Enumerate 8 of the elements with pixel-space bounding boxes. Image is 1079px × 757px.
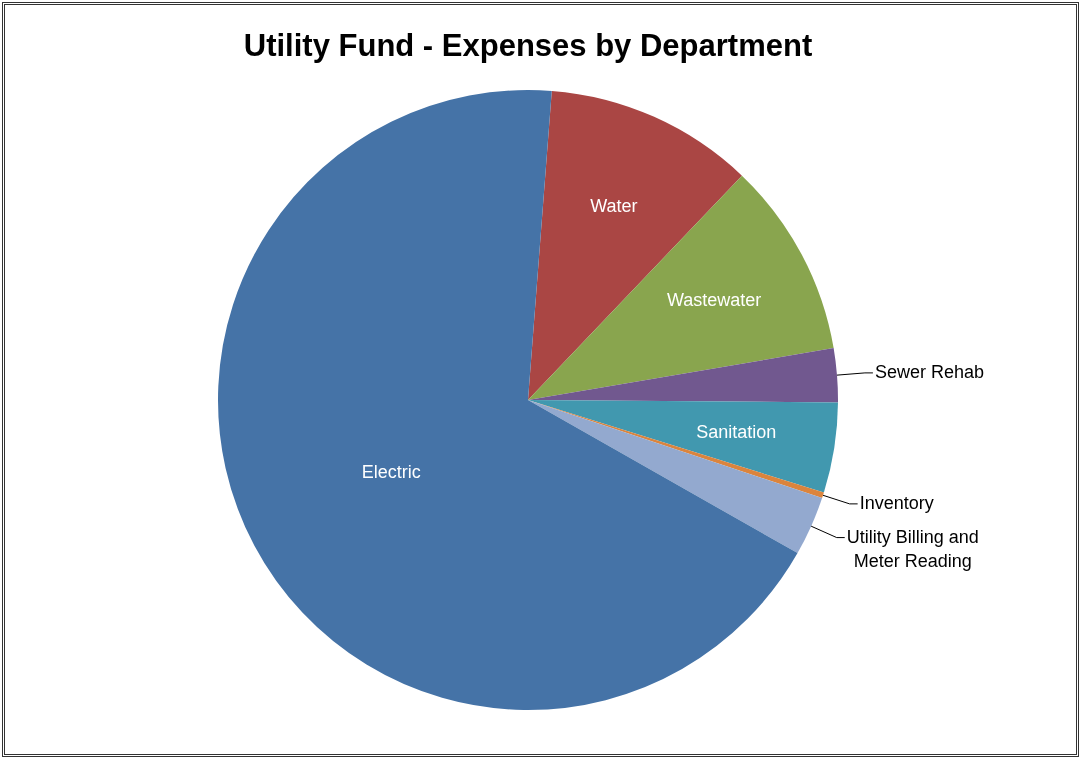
slice-label: Wastewater [666, 290, 762, 310]
chart-title: Utility Fund - Expenses by Department [243, 27, 813, 63]
slice-label: Inventory [859, 492, 934, 513]
slice-label: Electric [361, 461, 421, 482]
slice-label: Utility Billing and Meter Reading [846, 526, 979, 571]
slice-label: Sanitation [696, 421, 777, 442]
slice-label: Water [590, 196, 638, 217]
slice-label: Sewer Rehab [874, 361, 984, 382]
